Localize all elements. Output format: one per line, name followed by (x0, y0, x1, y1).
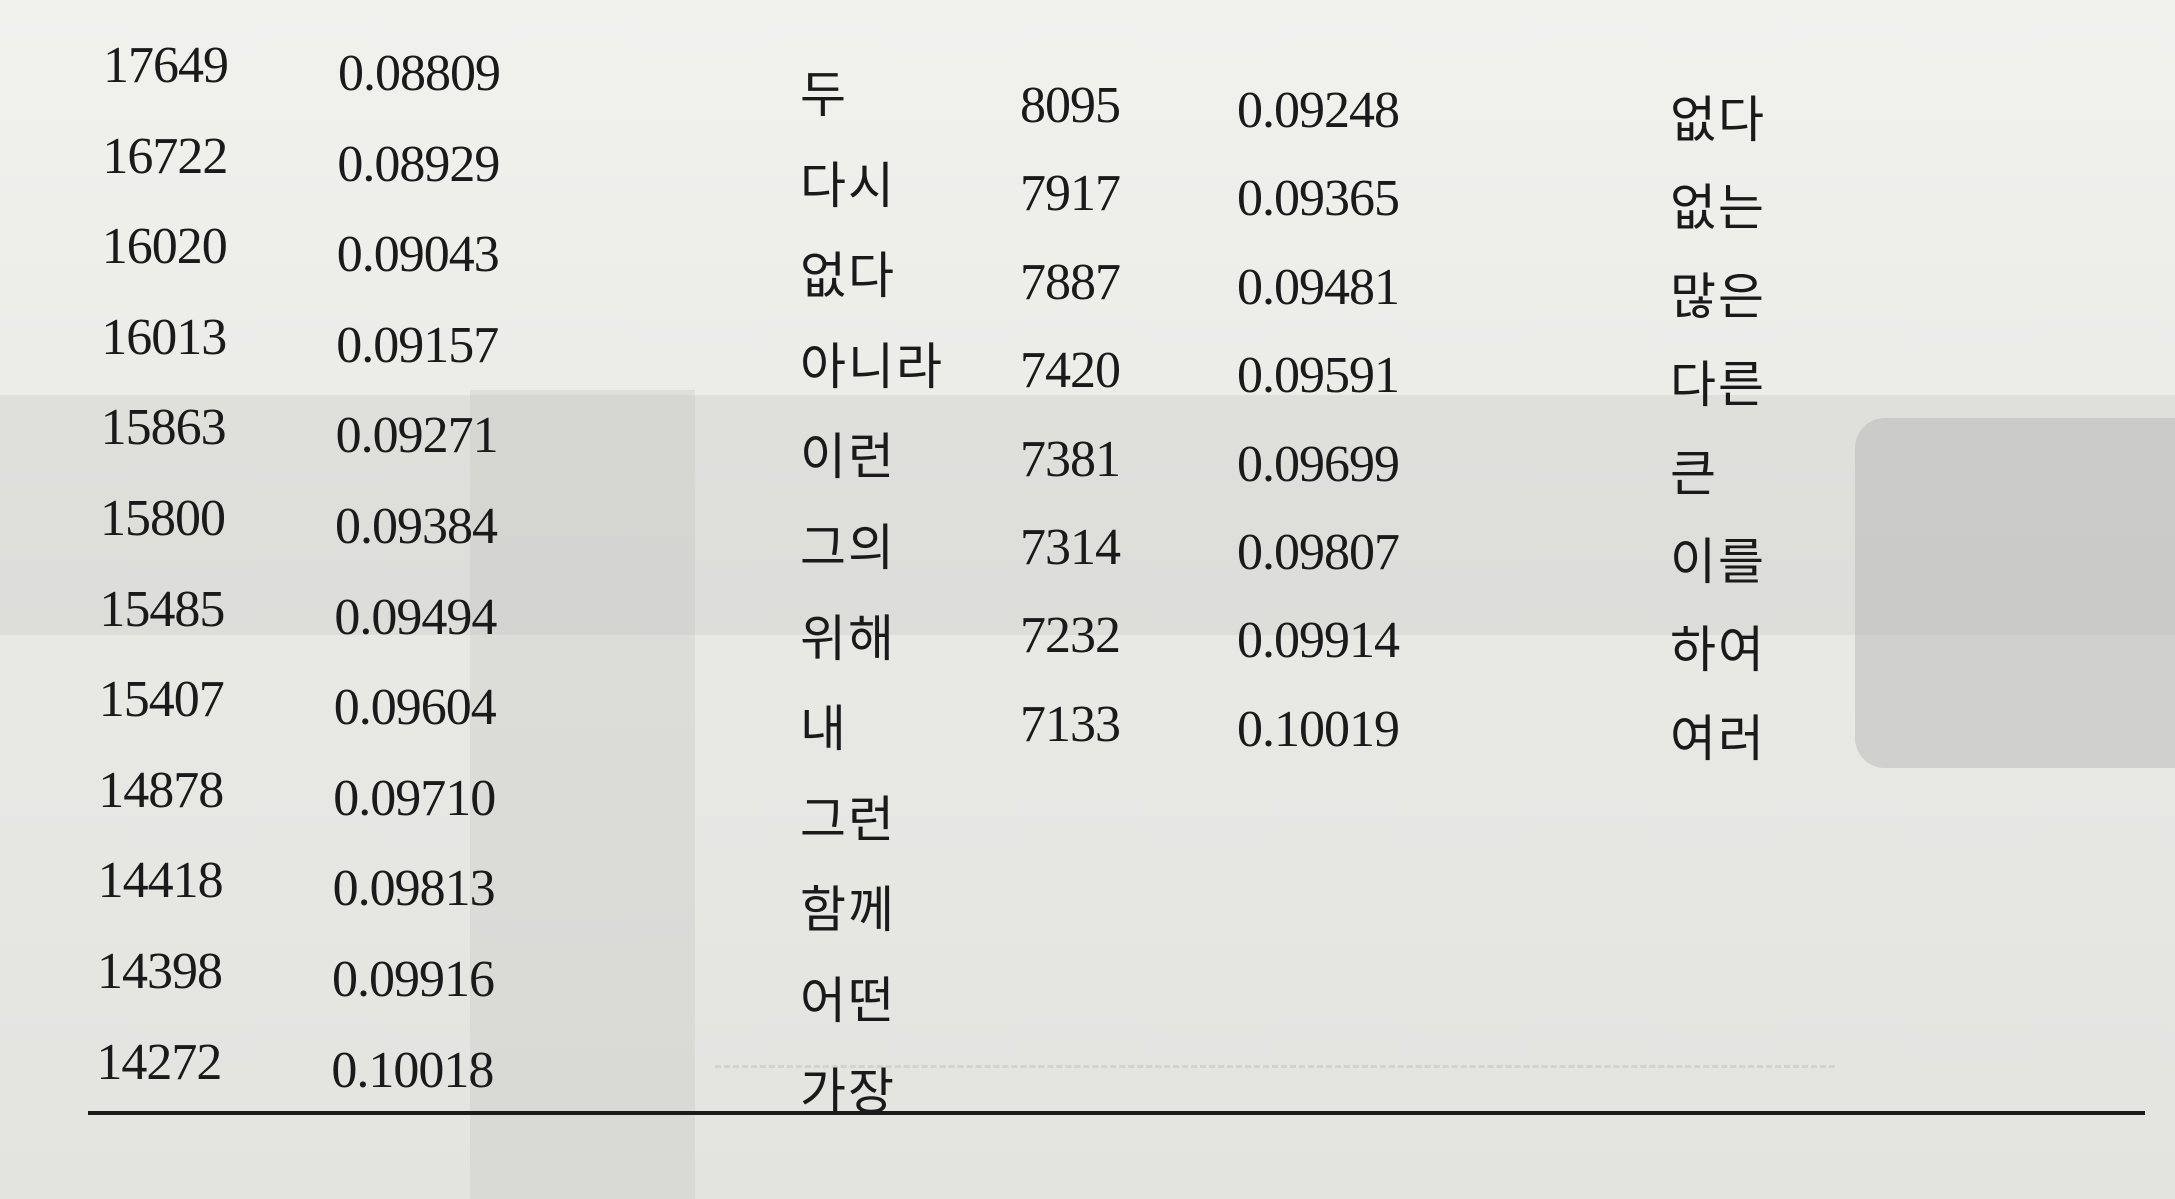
left-word-cell: 다시 (800, 156, 896, 215)
right-ratio-cell: 0.09365 (1237, 170, 1400, 228)
left-ratio-cell: 0.09813 (332, 860, 496, 918)
left-frequency-cell: 16722 (102, 127, 228, 185)
left-frequency-cell: 15800 (100, 490, 226, 547)
right-frequency-cell: 7381 (1020, 430, 1121, 488)
left-frequency-cell: 14398 (97, 943, 223, 1000)
left-word-cell: 이런 (800, 428, 896, 487)
left-ratio-cell: 0.10018 (331, 1041, 494, 1099)
left-word-cell: 위해 (800, 609, 896, 668)
right-word-cell: 없는 (1670, 179, 1766, 238)
left-word-cell: 두 (800, 66, 848, 124)
right-frequency-cell: 7232 (1020, 607, 1121, 665)
left-word-cell: 가장 (800, 1062, 896, 1121)
right-ratio-cell: 0.09481 (1237, 258, 1400, 316)
right-ratio-cell: 0.09914 (1237, 612, 1400, 670)
left-word-cell: 함께 (800, 881, 896, 940)
left-ratio-cell: 0.09916 (332, 951, 495, 1008)
right-word-cell: 없다 (1670, 91, 1766, 149)
right-ratio-cell: 0.09807 (1237, 524, 1400, 581)
left-ratio-cell: 0.09043 (336, 226, 500, 284)
left-ratio-cell: 0.09384 (335, 498, 498, 555)
left-word-cell: 그의 (800, 519, 896, 577)
left-frequency-cell: 15407 (98, 671, 225, 729)
right-word-cell: 큰 (1670, 444, 1718, 503)
right-word-cell: 하여 (1670, 621, 1766, 680)
right-word-cell: 여러 (1670, 709, 1766, 768)
left-frequency-cell: 16020 (101, 218, 228, 276)
right-ratio-cell: 0.09699 (1237, 435, 1400, 493)
left-ratio-cell: 0.09157 (336, 316, 499, 374)
right-frequency-cell: 7314 (1020, 519, 1121, 576)
right-word-cell: 이를 (1670, 533, 1766, 591)
right-word-cell: 많은 (1670, 267, 1766, 326)
left-word-cell: 그런 (800, 790, 896, 849)
left-frequency-cell: 15863 (100, 399, 227, 457)
left-frequency-cell: 16013 (101, 308, 227, 366)
left-frequency-cell: 15485 (99, 580, 225, 638)
left-ratio-cell: 0.09710 (333, 769, 496, 827)
left-frequency-cell: 14272 (96, 1033, 222, 1091)
table-bottom-rule (88, 1111, 2145, 1115)
show-through-block (470, 390, 695, 1199)
right-ratio-cell: 0.10019 (1237, 700, 1400, 758)
left-frequency-cell: 14878 (98, 761, 224, 819)
right-ratio-cell: 0.09591 (1237, 347, 1400, 405)
left-ratio-cell: 0.09271 (335, 407, 499, 465)
right-ratio-cell: 0.09248 (1237, 82, 1400, 139)
show-through-band (0, 395, 2175, 635)
right-frequency-cell: 7420 (1020, 342, 1121, 400)
left-ratio-cell: 0.08929 (337, 135, 500, 193)
left-word-cell: 어떤 (800, 972, 896, 1030)
left-word-cell: 없다 (800, 247, 896, 306)
left-frequency-cell: 14418 (97, 852, 224, 910)
right-frequency-cell: 7133 (1020, 695, 1121, 753)
left-word-cell: 아니라 (800, 337, 944, 396)
show-through-dashed-line (715, 1065, 1835, 1068)
left-ratio-cell: 0.09604 (333, 679, 497, 737)
right-frequency-cell: 8095 (1020, 77, 1121, 134)
left-ratio-cell: 0.08809 (338, 45, 501, 102)
left-ratio-cell: 0.09494 (334, 588, 497, 646)
right-frequency-cell: 7917 (1020, 165, 1121, 223)
left-word-cell: 내 (800, 700, 848, 759)
right-word-cell: 다른 (1670, 356, 1766, 415)
show-through-chapter-tab (1855, 418, 2175, 768)
right-frequency-cell: 7887 (1020, 253, 1121, 311)
left-frequency-cell: 17649 (103, 37, 229, 94)
